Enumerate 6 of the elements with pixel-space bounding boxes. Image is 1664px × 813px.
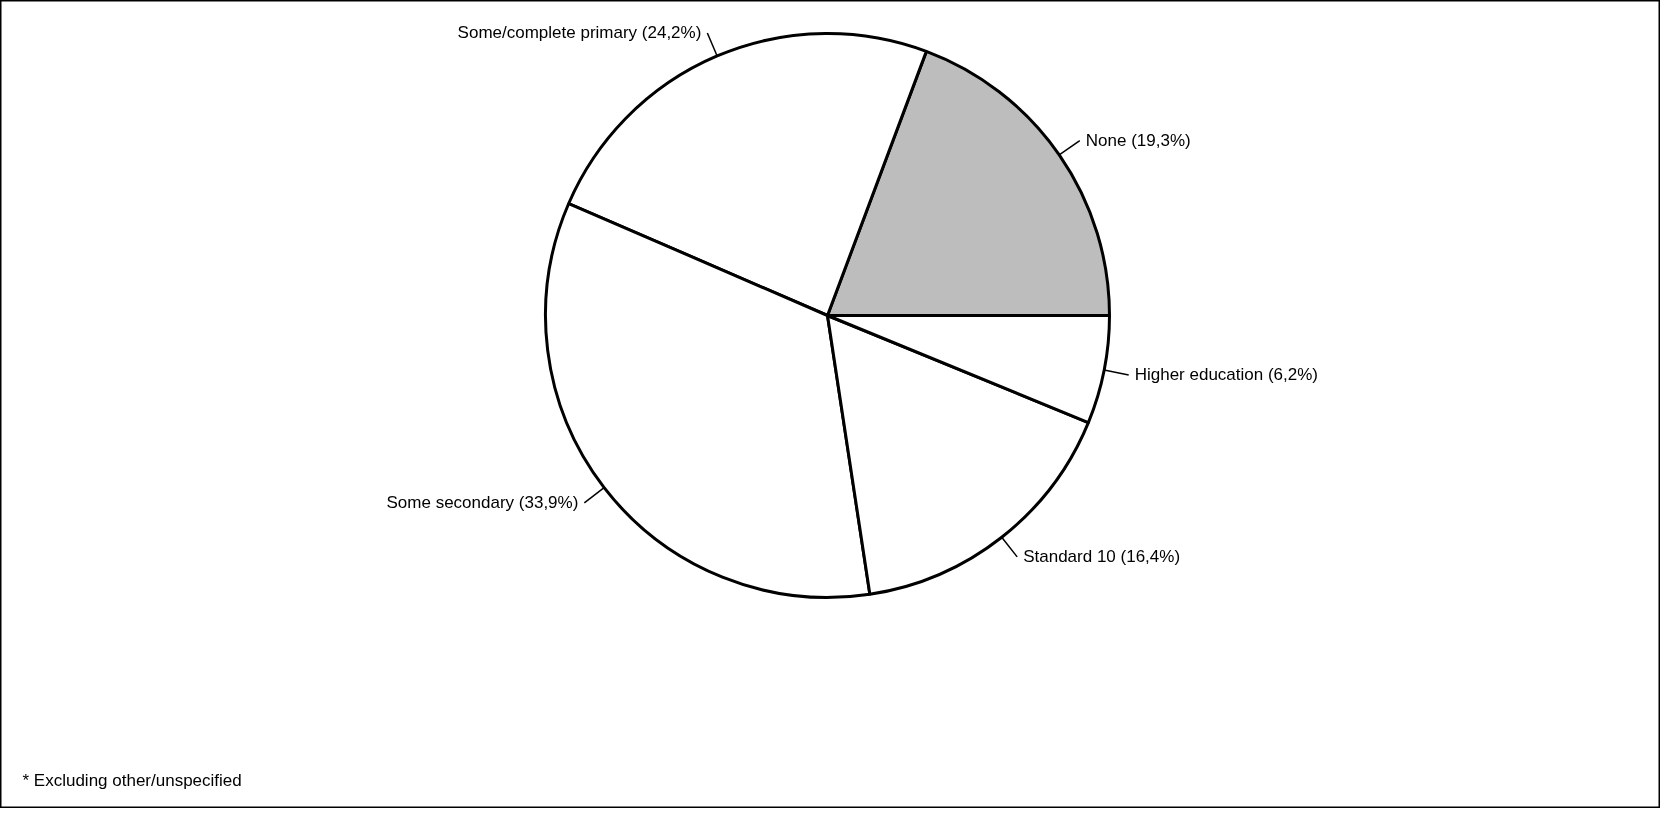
slice-label: Some secondary (33,9%) — [386, 493, 579, 513]
slice-label: Higher education (6,2%) — [1134, 365, 1319, 385]
slice-label: Some/complete primary (24,2%) — [457, 23, 702, 43]
slice-label: None (19,3%) — [1085, 131, 1191, 151]
text: * Excluding other/unspecified — [22, 771, 242, 790]
slice-label: Standard 10 (16,4%) — [1023, 547, 1181, 567]
